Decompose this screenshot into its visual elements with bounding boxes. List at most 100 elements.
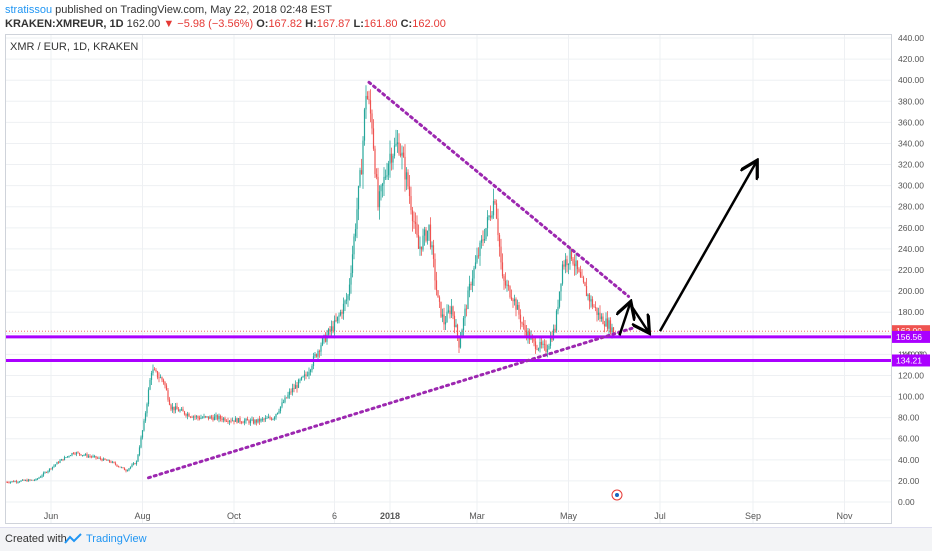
candle-body [36, 478, 39, 480]
tradingview-brand-link[interactable]: TradingView [86, 533, 147, 545]
candle-body [500, 246, 502, 263]
candle-body [201, 417, 204, 419]
candle-body [284, 397, 286, 403]
candle-body [521, 322, 523, 324]
candle-body [518, 304, 520, 315]
x-tick-label: May [560, 511, 578, 521]
author-link[interactable]: stratissou [5, 4, 53, 16]
candle-body [240, 421, 243, 423]
candle-body [446, 311, 448, 323]
candle-body [540, 341, 543, 345]
chart-frame[interactable] [5, 34, 892, 524]
candle-body [107, 459, 109, 461]
candle-body [593, 306, 595, 308]
candle-body [150, 373, 153, 380]
candle-body [209, 416, 211, 419]
candle-body [228, 420, 231, 422]
candle-body [288, 391, 291, 395]
candle-body [168, 399, 171, 405]
candle-body [11, 481, 13, 483]
candle-body [339, 312, 342, 316]
candle-body [183, 411, 186, 415]
candle-body [59, 460, 61, 463]
candle-body [491, 215, 493, 218]
candle-body [332, 326, 334, 332]
candle-body [375, 174, 378, 177]
candle-body [207, 416, 210, 419]
candle-body [452, 306, 454, 316]
candle-body [126, 470, 129, 472]
candle-body [489, 215, 492, 218]
close-value: 162.00 [412, 18, 446, 30]
candle-body [297, 379, 300, 388]
price-badge [892, 354, 930, 367]
candle-body [606, 318, 609, 329]
candle-body [63, 457, 66, 461]
candle-body [180, 409, 183, 411]
candle-body [357, 186, 360, 210]
y-tick-label: 440.00 [898, 33, 924, 43]
candle-body [87, 455, 90, 457]
candle-body [587, 294, 589, 297]
candle-body [92, 456, 94, 458]
candle-body [257, 418, 259, 423]
candle-body [588, 294, 591, 302]
candle-body [306, 375, 309, 377]
candle-body [233, 420, 235, 422]
price-badge-label: 134.21 [896, 355, 922, 365]
candle-body [596, 307, 598, 315]
candle-body [515, 298, 517, 310]
y-tick-label: 380.00 [898, 96, 924, 106]
candle-body [563, 264, 565, 267]
candle-body [603, 324, 606, 327]
y-tick-label: 60.00 [898, 434, 920, 444]
candle-body [345, 299, 348, 301]
candle-body [176, 406, 178, 410]
candle-body [128, 468, 130, 471]
price-badge-label: 156.56 [896, 332, 922, 342]
candle-body [215, 415, 217, 417]
candle-body [191, 416, 193, 418]
y-tick-label: 200.00 [898, 286, 924, 296]
quote-line: KRAKEN:XMREUR, 1D 162.00 ▼ −5.98 (−3.56%… [5, 18, 446, 30]
candle-body [495, 203, 498, 219]
candle-body [501, 262, 504, 277]
candle-body [519, 314, 522, 323]
candle-body [534, 341, 537, 350]
candle-body [551, 337, 553, 340]
candle-body [462, 318, 465, 331]
candle-body [380, 185, 382, 192]
candle-body [177, 409, 180, 412]
candle-body [522, 323, 525, 326]
candle-body [272, 418, 274, 420]
candle-body [200, 417, 202, 419]
candle-body [581, 276, 583, 278]
candle-body [434, 258, 436, 281]
x-tick-label: Nov [836, 511, 853, 521]
chart-header: stratissou published on TradingView.com,… [0, 0, 932, 34]
projection-arrow-3 [658, 162, 756, 332]
candle-body [74, 453, 76, 455]
candle-body [552, 328, 555, 340]
candle-body [389, 153, 391, 164]
candle-body [435, 280, 438, 291]
chart-plot[interactable]: 0.00 20.00 40.00 60.00 80.00 100.00 120.00 140.… [0, 0, 932, 527]
footer: Created with TradingView [0, 527, 932, 551]
candle-body [605, 318, 607, 327]
candle-body [192, 416, 195, 418]
candle-body [444, 322, 447, 325]
candle-body [293, 387, 295, 389]
candle-body [273, 417, 276, 419]
candle-body [333, 320, 336, 332]
candle-body [392, 155, 394, 163]
y-tick-label: 180.00 [898, 307, 924, 317]
candle-body [114, 462, 117, 465]
candle-body [203, 416, 205, 418]
candle-body [564, 259, 567, 267]
candle-body [461, 330, 463, 339]
candle-body [125, 470, 127, 472]
price-axis[interactable] [892, 34, 932, 524]
candle-body [108, 459, 111, 462]
candle-body [101, 459, 103, 461]
candle-body [47, 470, 49, 473]
